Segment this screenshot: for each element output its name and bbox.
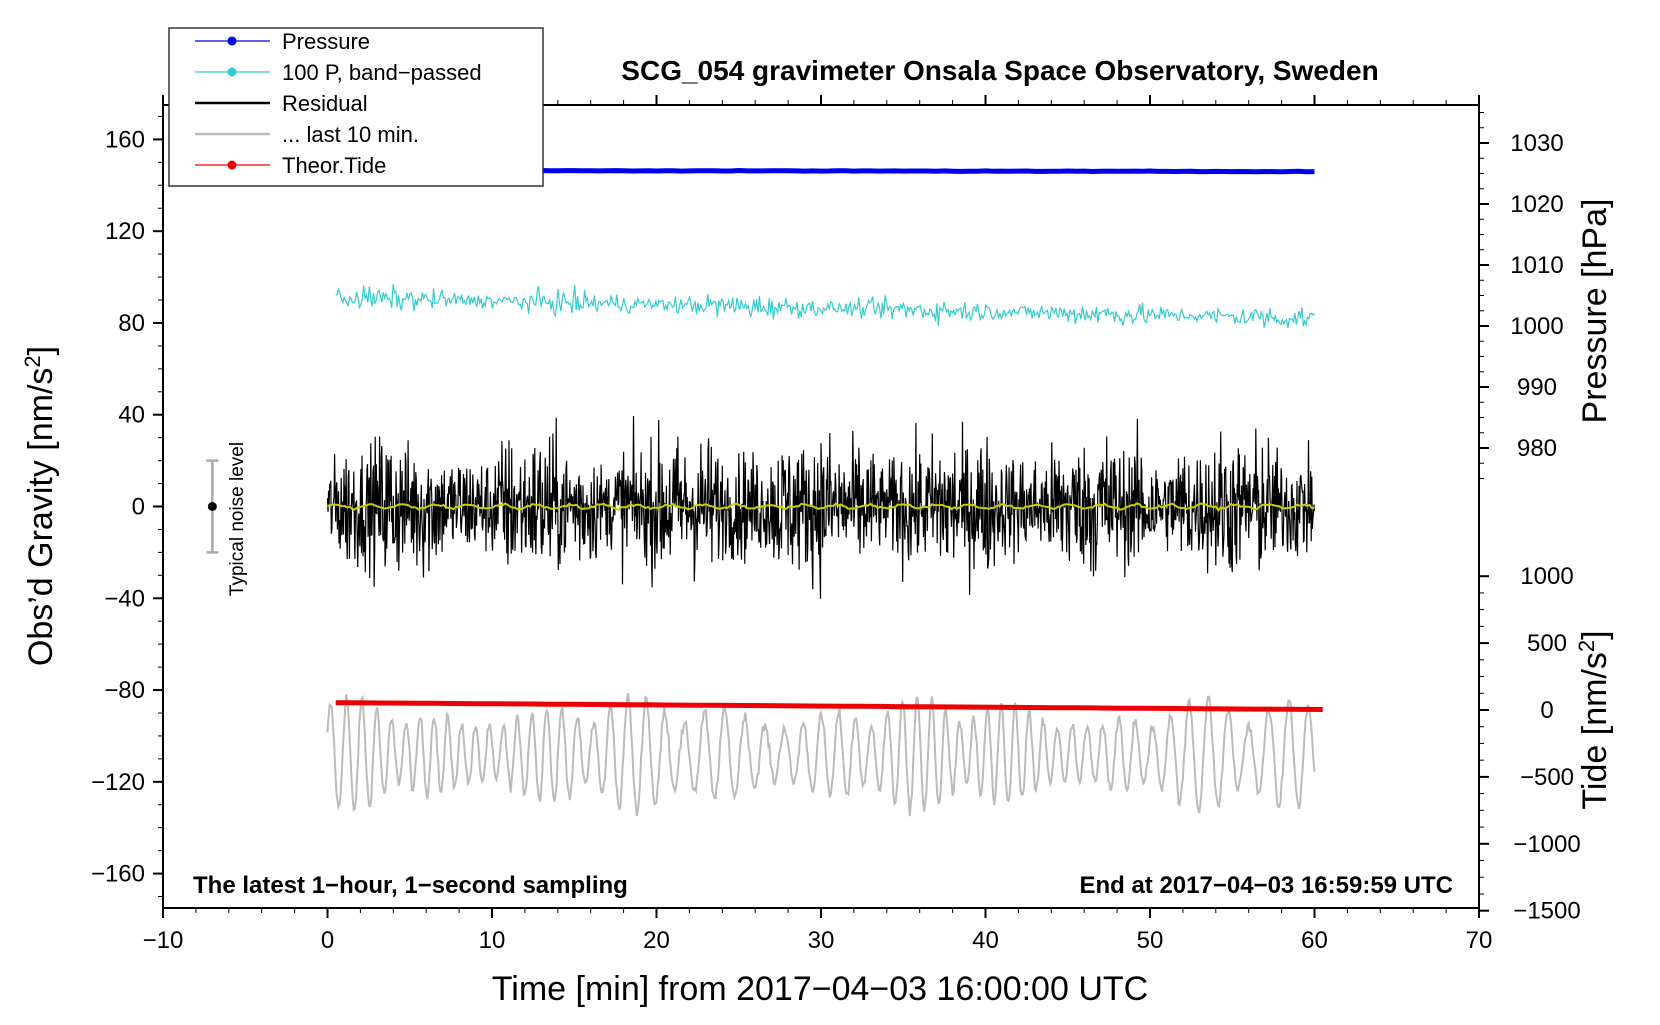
- left-tick-label: 120: [105, 218, 145, 245]
- left-axis-label: Obs’d Gravity [nm/s2]: [20, 346, 61, 666]
- x-tick-label: 20: [643, 927, 670, 954]
- series-last-10-min: [326, 692, 1316, 817]
- pressure-tick-label: 990: [1517, 374, 1557, 401]
- series-theoretical-tide: [335, 700, 1323, 712]
- tide-tick-label: 0: [1540, 697, 1553, 724]
- left-tick-label: 160: [105, 126, 145, 153]
- series-layer: [326, 167, 1323, 817]
- tide-tick-label: 500: [1527, 630, 1567, 657]
- tide-axis-label: Tide [nm/s2]: [1574, 630, 1615, 809]
- annotation-sampling: The latest 1−hour, 1−second sampling: [193, 872, 628, 899]
- pressure-tick-label: 1010: [1510, 252, 1563, 279]
- pressure-axis-label: Pressure [hPa]: [1576, 199, 1614, 424]
- tide-tick-label: −500: [1520, 764, 1574, 791]
- legend-marker: [227, 160, 237, 170]
- x-tick-label: 50: [1137, 927, 1164, 954]
- x-tick-label: −10: [143, 927, 184, 954]
- left-tick-label: 0: [132, 494, 145, 521]
- tide-tick-label: 1000: [1520, 563, 1573, 590]
- x-tick-label: 0: [321, 927, 334, 954]
- x-tick-label: 30: [808, 927, 835, 954]
- x-tick-label: 70: [1466, 927, 1493, 954]
- legend-box: [168, 27, 544, 187]
- x-tick-label: 40: [972, 927, 999, 954]
- x-tick-label: 60: [1301, 927, 1328, 954]
- axes-layer: −10 0 10 20 30 40 50 60 7016012080400−40−80−120−…: [91, 95, 1581, 954]
- series-pressure-band-passed: [335, 284, 1315, 328]
- legend-label: Theor.Tide: [282, 153, 386, 178]
- legend-marker: [227, 67, 237, 77]
- tide-tick-label: −1500: [1513, 898, 1580, 925]
- pressure-tick-label: 1000: [1510, 313, 1563, 340]
- left-tick-label: −80: [104, 677, 145, 704]
- annotation-end-time: End at 2017−04−03 16:59:59 UTC: [1079, 872, 1453, 899]
- left-tick-label: −120: [91, 769, 145, 796]
- noise-indicator: Typical noise level: [206, 442, 248, 596]
- legend-label: Pressure: [282, 29, 370, 54]
- pressure-tick-label: 1020: [1510, 191, 1563, 218]
- chart-title: SCG_054 gravimeter Onsala Space Observat…: [621, 55, 1378, 86]
- legend: Pressure 100 P, band−passed Residual ... la…: [168, 27, 544, 187]
- tide-tick-label: −1000: [1513, 831, 1580, 858]
- left-tick-label: −40: [104, 585, 145, 612]
- left-tick-label: 40: [118, 402, 145, 429]
- x-axis-label: Time [min] from 2017−04−03 16:00:00 UTC: [492, 970, 1148, 1008]
- left-tick-label: 80: [118, 310, 145, 337]
- noise-indicator-label: Typical noise level: [227, 442, 248, 596]
- pressure-tick-label: 1030: [1510, 130, 1563, 157]
- series-residual-smoothed: [327, 502, 1315, 513]
- legend-label: 100 P, band−passed: [282, 60, 482, 85]
- legend-marker: [227, 36, 237, 46]
- legend-label: Residual: [282, 91, 368, 116]
- noise-bar-center: [207, 502, 217, 511]
- legend-label: ... last 10 min.: [282, 122, 419, 147]
- left-tick-label: −160: [91, 861, 145, 888]
- series-residual: [326, 415, 1316, 599]
- pressure-tick-label: 980: [1517, 435, 1557, 462]
- x-tick-label: 10: [479, 927, 506, 954]
